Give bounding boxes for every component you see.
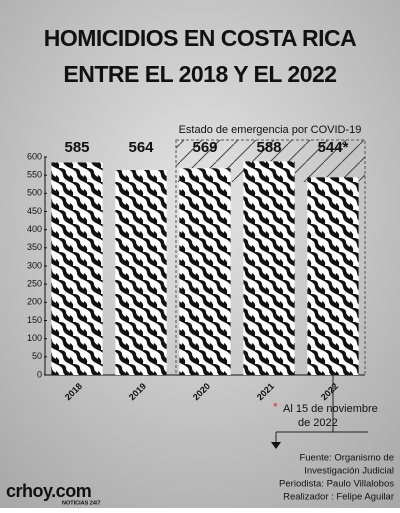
source-line: Investigación Judicial [304,466,394,477]
source-line: Fuente: Organismo de [299,453,394,464]
y-tick-label: 100 [27,333,42,343]
plot: 0 50 100 150 200 250 300 350 400 450 500 550 600 585 5… [27,139,365,402]
title-line: ENTRE EL 2018 Y EL 2022 [63,61,336,87]
covid-period-box [175,139,366,376]
y-tick-label: 300 [27,260,42,270]
footnote-connector [275,375,368,442]
annotation: Estado de emergencia por COVID-19 [179,124,362,136]
footnote-mark: * [273,400,278,414]
value-label: 588 [256,139,281,156]
y-tick-label: 500 [27,188,42,198]
value-label: 544* [318,139,349,156]
value-label: 585 [64,139,89,156]
footnote: de 2022 [298,417,338,429]
title-line: HOMICIDIOS EN COSTA RICA [44,25,357,51]
y-tick-label: 400 [27,224,42,234]
y-tick-label: 250 [27,279,42,289]
y-tick-label: 150 [27,315,42,325]
bar [115,170,167,375]
bar [243,161,295,375]
logo: crhoy.com [6,481,91,501]
y-tick-label: 600 [27,151,42,161]
y-tick-label: 0 [37,369,42,379]
y-tick-label: 50 [32,351,42,361]
y-tick-label: 550 [27,170,42,180]
footnote: Al 15 de noviembre [283,403,378,415]
y-tick-label: 350 [27,242,42,252]
source-line: Realizador : Felipe Aguilar [283,492,394,503]
value-label: 569 [192,139,217,156]
bar [179,168,231,375]
value-label: 564 [128,139,154,156]
bar [51,162,103,375]
bar [307,177,359,375]
logo-tagline: NOTICIAS 24/7 [62,500,101,506]
source-line: Periodista: Paulo Villalobos [279,479,394,490]
y-tick-label: 200 [27,297,42,307]
y-tick-label: 450 [27,206,42,216]
footnote-arrow [271,442,281,449]
